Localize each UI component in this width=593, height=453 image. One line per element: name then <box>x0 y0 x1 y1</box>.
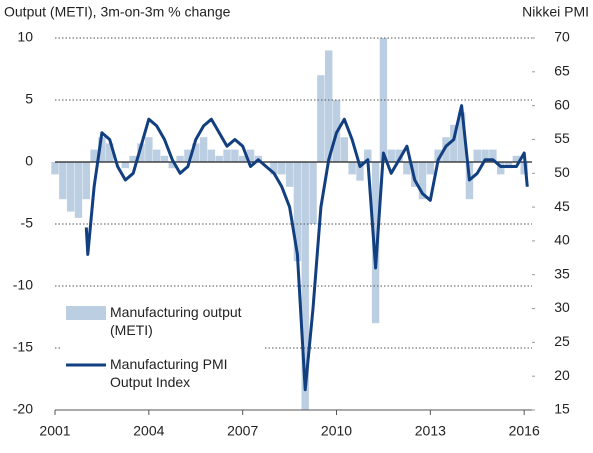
bar <box>98 137 106 162</box>
bar <box>473 149 481 162</box>
bar <box>129 155 137 162</box>
bar <box>199 137 208 162</box>
bar <box>90 149 98 162</box>
legend-line: Manufacturing output <box>110 304 242 320</box>
y-tick-label: -20 <box>13 401 33 417</box>
bar <box>450 124 458 162</box>
y2-tick-label: 20 <box>554 367 570 383</box>
bar <box>270 162 278 175</box>
y2-tick-label: 60 <box>554 96 570 112</box>
bar <box>340 137 349 162</box>
bar <box>82 162 90 200</box>
bar <box>137 143 145 162</box>
x-tick-label: 2007 <box>227 423 258 439</box>
y2-tick-label: 35 <box>554 265 570 281</box>
y2-tick-label: 25 <box>554 333 570 349</box>
y-tick-label: -10 <box>13 277 33 293</box>
bar <box>231 149 239 162</box>
bar <box>512 155 521 162</box>
bar <box>481 149 489 162</box>
left-axis-label: Output (METI), 3m-on-3m % change <box>4 4 231 20</box>
bar <box>246 149 255 162</box>
y2-tick-label: 55 <box>554 130 570 146</box>
bar <box>160 155 169 162</box>
bar <box>489 149 497 162</box>
bar <box>223 149 231 162</box>
bar <box>356 162 364 181</box>
bar <box>66 162 75 212</box>
x-tick-label: 2016 <box>509 423 540 439</box>
legend-line: Output Index <box>110 374 190 390</box>
legend-label: Manufacturing output (METI) <box>110 304 242 338</box>
bar <box>285 162 294 187</box>
bar <box>293 162 302 262</box>
bar <box>192 143 200 162</box>
x-tick-label: 2010 <box>321 423 352 439</box>
y-tick-label: 10 <box>17 29 33 45</box>
y2-tick-label: 65 <box>554 63 570 79</box>
y2-tick-label: 40 <box>554 232 570 248</box>
bar <box>379 38 388 162</box>
bar <box>301 162 309 410</box>
y2-tick-label: 50 <box>554 164 570 180</box>
bar <box>238 155 247 162</box>
bar <box>207 149 216 162</box>
x-tick-label: 2004 <box>133 423 164 439</box>
bar <box>51 162 59 175</box>
bar <box>145 137 153 162</box>
bar <box>324 50 333 162</box>
bar <box>152 149 161 162</box>
y-tick-label: -5 <box>21 215 34 231</box>
bar <box>457 112 466 162</box>
bar <box>176 155 184 162</box>
right-axis-label: Nikkei PMI <box>522 4 589 20</box>
bar <box>278 162 286 175</box>
bar <box>418 162 427 200</box>
bar <box>497 162 505 175</box>
y-tick-label: 0 <box>25 153 33 169</box>
bar <box>59 162 67 200</box>
bar <box>309 162 317 224</box>
bar <box>434 149 442 162</box>
bar <box>317 75 325 162</box>
y-tick-label: -15 <box>13 339 33 355</box>
bar <box>215 155 223 162</box>
bar <box>371 162 380 324</box>
y2-tick-label: 45 <box>554 198 570 214</box>
legend-label: Manufacturing PMI Output Index <box>110 356 228 390</box>
y2-tick-label: 30 <box>554 299 570 315</box>
bar <box>74 162 83 218</box>
legend-line: Manufacturing PMI <box>110 356 228 372</box>
bar <box>106 143 114 162</box>
bar <box>348 162 356 175</box>
bar <box>184 149 192 162</box>
bar <box>395 149 403 162</box>
y2-tick-label: 70 <box>554 29 570 45</box>
bars <box>51 38 528 410</box>
legend-line: (METI) <box>110 322 153 338</box>
bar <box>121 162 130 169</box>
bar <box>403 162 411 175</box>
legend: Manufacturing output (METI)Manufacturing … <box>60 295 265 400</box>
bar <box>364 149 372 162</box>
bar <box>387 149 395 162</box>
x-tick-label: 2013 <box>415 423 446 439</box>
pmi-line <box>84 104 529 392</box>
bar <box>168 162 177 169</box>
bar <box>442 137 450 162</box>
y-tick-label: 5 <box>25 91 33 107</box>
legend-swatch <box>66 306 106 320</box>
x-tick-label: 2001 <box>39 423 70 439</box>
bar <box>426 162 435 175</box>
y2-tick-label: 15 <box>554 401 570 417</box>
